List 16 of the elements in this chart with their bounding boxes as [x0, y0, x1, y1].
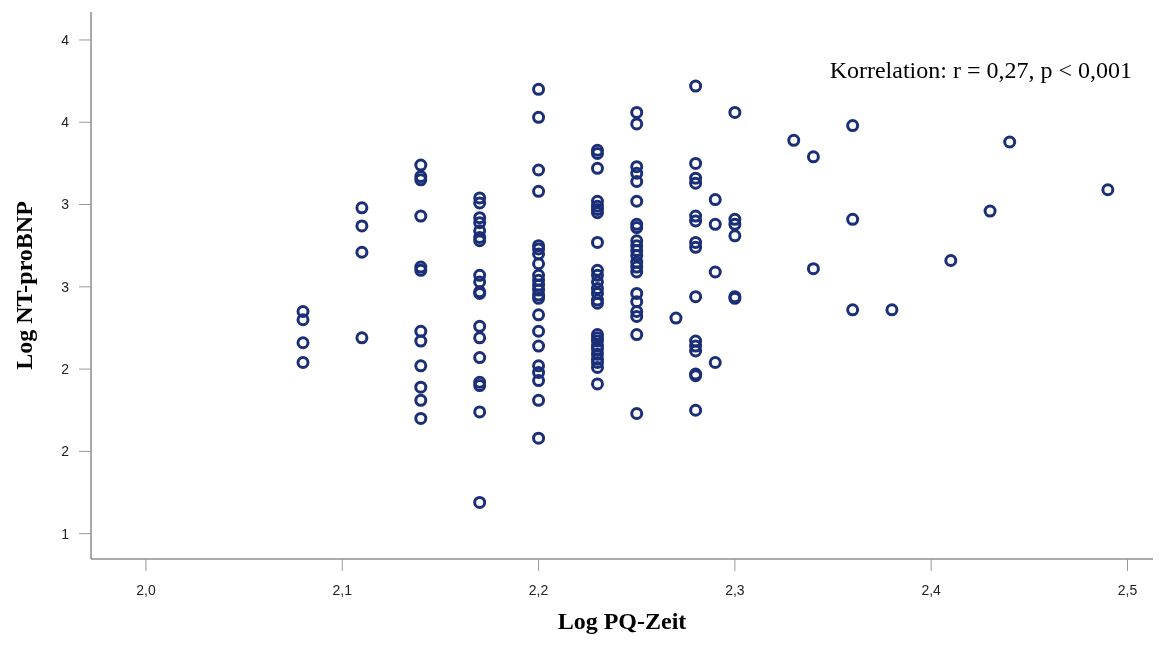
y-axis-title: Log NT-proBNP — [11, 201, 37, 370]
x-tick-label: 2,3 — [725, 582, 745, 598]
x-axis-title: Log PQ-Zeit — [557, 608, 687, 634]
x-tick-label: 2,4 — [921, 582, 942, 598]
y-tick-label: 1 — [61, 525, 70, 542]
y-tick-label: 2 — [61, 361, 70, 377]
y-tick-label: 3 — [61, 278, 70, 295]
annotation: Korrelation: r = 0,27, p < 0,001 — [829, 57, 1132, 83]
x-tick-label: 2,5 — [1117, 582, 1138, 598]
x-tick-label: 2,1 — [332, 582, 353, 598]
y-tick-label: 2 — [61, 443, 70, 460]
x-tick-label: 2,0 — [136, 582, 156, 598]
x-tick-label: 2,2 — [528, 582, 549, 598]
y-tick-label: 4 — [61, 114, 70, 131]
y-tick-label: 3 — [61, 196, 70, 213]
y-tick-label: 4 — [61, 31, 70, 48]
